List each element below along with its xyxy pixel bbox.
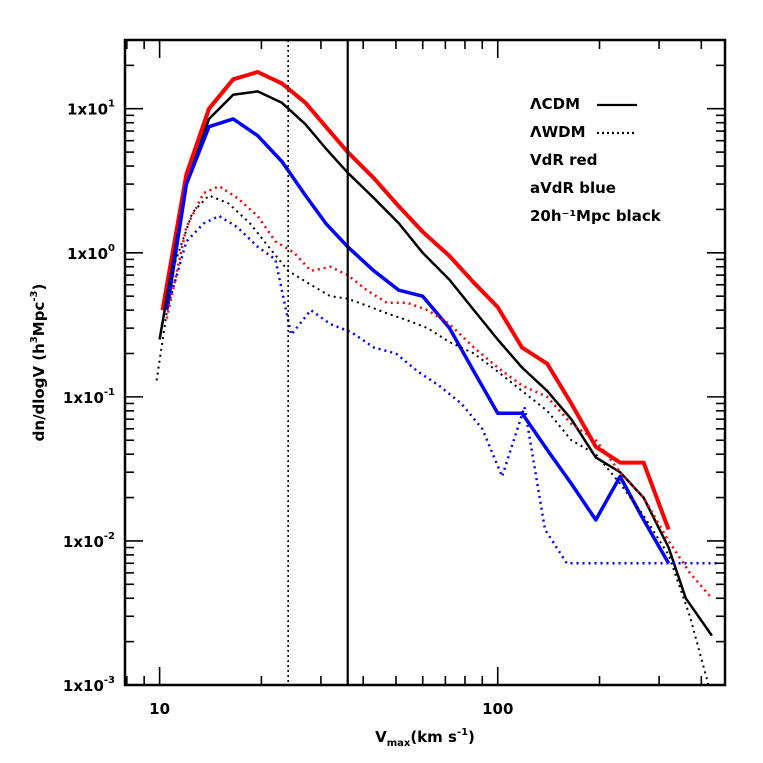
x-tick-label: 10 (149, 700, 170, 718)
series-line-6 (165, 214, 719, 565)
reference-lines (287, 40, 349, 685)
y-tick-label: 1x10-2 (63, 531, 115, 551)
plot-frame (123, 38, 727, 687)
y-tick-label: 1x100 (67, 243, 115, 263)
axis-ticks: 10 100 1x10-3 1x10-2 1x10-1 1x100 1x101 (63, 39, 725, 718)
legend-entry-5: 20h⁻¹Mpc black (530, 207, 662, 225)
y-tick-label: 1x10-3 (63, 675, 115, 695)
legend-entry-2: ΛWDM (530, 123, 586, 141)
y-tick-label: 1x101 (67, 99, 115, 119)
series-layer (155, 70, 719, 685)
x-tick-label: 100 (482, 700, 513, 718)
legend-entry-4: aVdR blue (530, 179, 616, 197)
x-axis-label: Vmax(km s-1) (375, 727, 475, 749)
series-line-5 (155, 194, 710, 685)
y-axis-label: dn/dlogV (h3Mpc-3) (29, 284, 48, 442)
series-line-3 (165, 117, 671, 565)
series-line-2 (158, 90, 713, 637)
legend-entry-1: ΛCDM (530, 95, 580, 113)
legend-entry-3: VdR red (530, 151, 597, 169)
y-tick-label: 1x10-1 (63, 387, 115, 407)
series-line-1 (160, 70, 671, 531)
legend: ΛCDM ΛWDM VdR red aVdR blue 20h⁻¹Mpc black (530, 95, 662, 225)
